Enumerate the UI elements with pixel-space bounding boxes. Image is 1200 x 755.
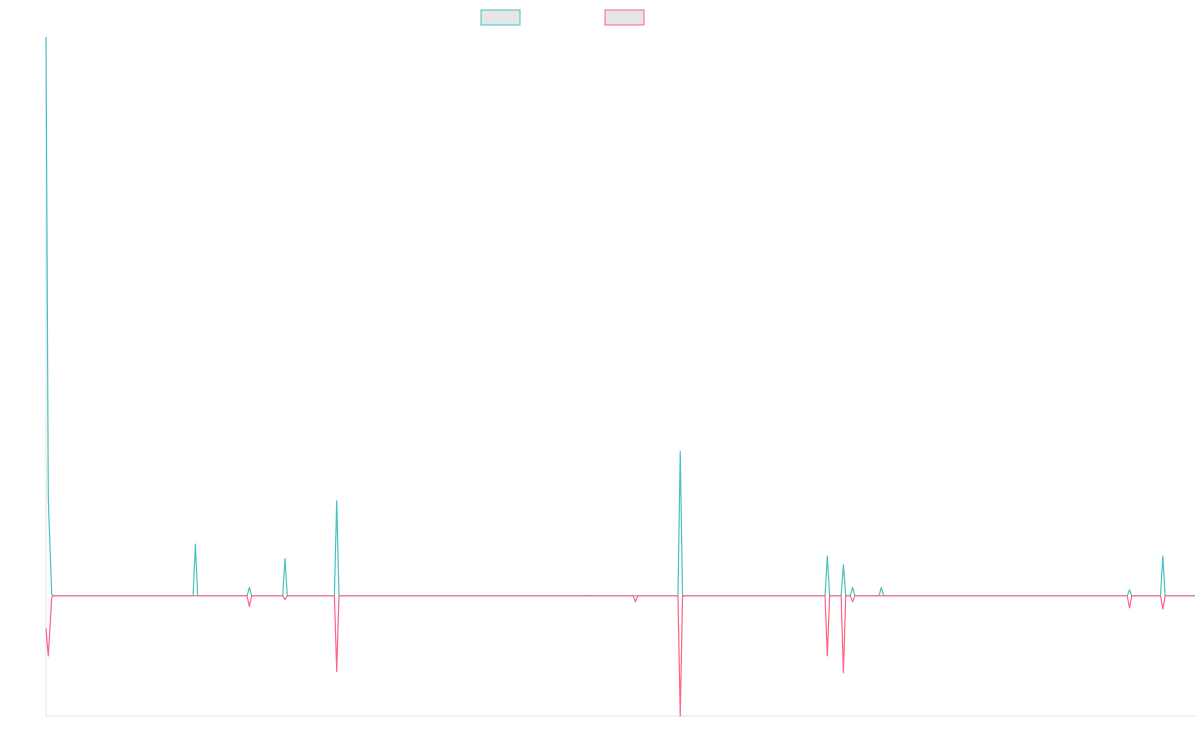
- axes: [46, 37, 1195, 716]
- series-line-2: [46, 596, 1195, 716]
- series-lines: [46, 37, 1195, 716]
- legend-swatch-series-2[interactable]: [605, 10, 644, 25]
- series-line-1: [46, 37, 1195, 596]
- legend-swatch-series-1[interactable]: [481, 10, 520, 25]
- legend: [481, 10, 644, 25]
